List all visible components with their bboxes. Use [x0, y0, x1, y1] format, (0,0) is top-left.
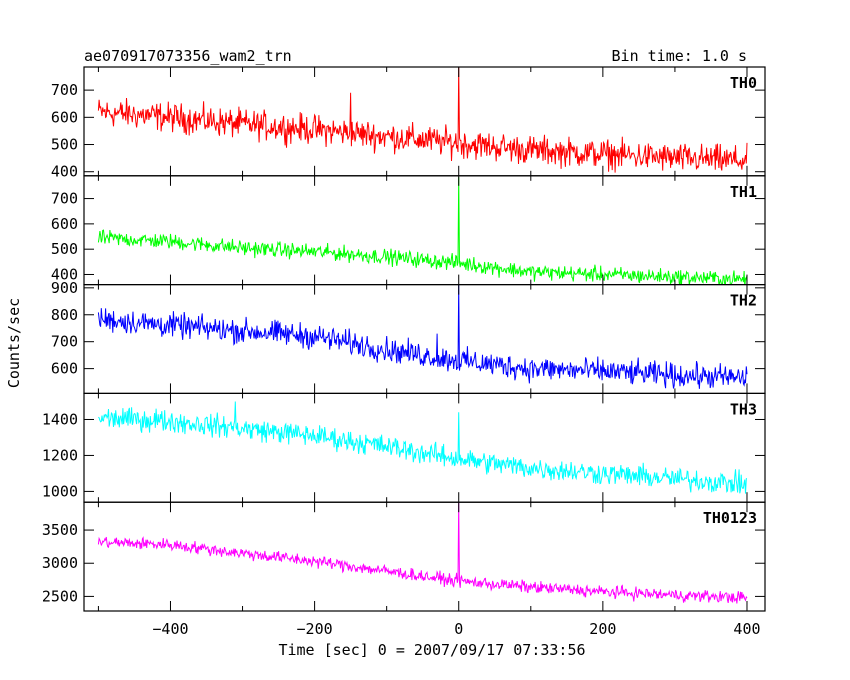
panel-th1: 400 500 600 700 TH1: [51, 175, 766, 286]
y-tick-label: 1400: [42, 410, 78, 428]
y-tick-label: 500: [51, 240, 78, 258]
y-tick-label: 600: [51, 360, 78, 378]
x-tick-label: −200: [297, 620, 333, 638]
y-axis-label: Counts/sec: [5, 298, 23, 388]
y-tick-label: 700: [51, 81, 78, 99]
panels-group: 400 500 600 700 TH0 400 500 600 700 TH1 600 700 800 9…: [42, 66, 766, 638]
y-tick-label: 700: [51, 333, 78, 351]
y-tick-label: 1200: [42, 446, 78, 464]
series-th1: [97, 177, 748, 285]
x-tick-label: 200: [589, 620, 616, 638]
y-tick-label: 3000: [42, 554, 78, 572]
panel-label: TH2: [730, 292, 757, 310]
x-tick-label: −400: [152, 620, 188, 638]
y-tick-label: 2500: [42, 587, 78, 605]
x-axis-label: Time [sec] 0 = 2007/09/17 07:33:56: [278, 641, 585, 659]
series-th2: [97, 285, 748, 389]
x-tick-label: 400: [733, 620, 760, 638]
series-th3: [98, 401, 748, 494]
series-th0123: [97, 502, 748, 604]
panel-th0: 400 500 600 700 TH0: [51, 66, 766, 181]
panel-label: TH1: [730, 183, 757, 201]
panel-frame: [83, 175, 766, 286]
y-tick-label: 3500: [42, 521, 78, 539]
panel-label: TH0: [730, 74, 757, 92]
y-tick-label: 400: [51, 265, 78, 283]
panel-frame: [83, 501, 766, 612]
y-tick-label: 700: [51, 190, 78, 208]
y-tick-label: 400: [51, 163, 78, 181]
series-th0: [97, 67, 748, 173]
x-tick-label: 0: [454, 620, 463, 638]
panel-th0123: 2500 3000 3500 TH0123: [42, 501, 766, 612]
bin-time-label: Bin time: 1.0 s: [612, 47, 747, 65]
y-tick-label: 1000: [42, 482, 78, 500]
panel-th3: 1000 1200 1400 TH3: [42, 392, 766, 503]
panel-frame: [83, 392, 766, 503]
panel-frame: [83, 284, 766, 395]
y-tick-label: 600: [51, 108, 78, 126]
y-tick-label: 500: [51, 136, 78, 154]
panel-th2: 600 700 800 900 TH2: [51, 279, 766, 395]
y-tick-label: 600: [51, 215, 78, 233]
figure-title: ae070917073356_wam2_trn: [84, 47, 292, 65]
y-tick-label: 900: [51, 279, 78, 297]
panel-label: TH3: [730, 400, 757, 418]
panel-label: TH0123: [703, 509, 757, 527]
y-tick-label: 800: [51, 306, 78, 324]
